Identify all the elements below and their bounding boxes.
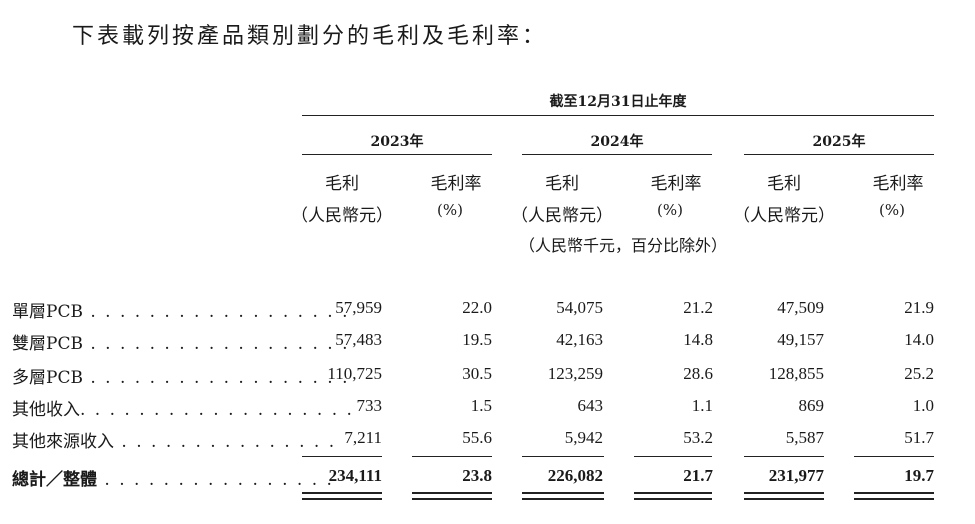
table-row-label: 其他收入. . . . . . . . . . . . . . . . . . … [12, 400, 354, 420]
cell-margin-2023: 55.6 [462, 428, 492, 447]
table-row-label: 其他來源收入 . . . . . . . . . . . . . . . [12, 432, 337, 452]
col-gross-profit-2025: 毛利 [767, 174, 801, 194]
total-gross-profit-2024: 226,082 [547, 466, 603, 485]
total-double-rule-2024-m [634, 492, 712, 500]
cell-gross-profit-2024: 5,942 [564, 428, 603, 447]
year-header-2025: 2025年 [812, 134, 866, 150]
year-rule-2025 [744, 154, 934, 155]
year-header-2023: 2023年 [370, 134, 424, 150]
total-gross-profit-2023: 234,111 [328, 466, 382, 485]
col-margin-unit-2025: (%) [879, 201, 905, 219]
col-margin-2024: 毛利率 [650, 174, 702, 194]
cell-margin-2024: 53.2 [683, 428, 713, 447]
year-rule-2023 [302, 154, 492, 155]
col-margin-2023: 毛利率 [430, 174, 482, 194]
cell-gross-profit-2024: 643 [577, 396, 604, 415]
total-margin-2024: 21.7 [683, 466, 713, 485]
col-margin-unit-2023: (%) [437, 201, 463, 219]
col-margin-2025: 毛利率 [872, 174, 924, 194]
cell-gross-profit-2024: 42,163 [556, 330, 603, 349]
col-unit-2025: （人民幣元） [733, 206, 835, 226]
cell-gross-profit-2025: 49,157 [777, 330, 824, 349]
cell-gross-profit-2023: 733 [356, 396, 383, 415]
year-rule-2024 [522, 154, 712, 155]
total-double-rule-2023-gp [302, 492, 382, 500]
cell-margin-2023: 30.5 [462, 364, 492, 383]
col-unit-2024: （人民幣元） [511, 206, 613, 226]
unit-note: （人民幣千元，百分比除外） [519, 236, 728, 255]
total-double-rule-2024-gp [522, 492, 604, 500]
subtotal-rule-2024-gp [522, 456, 604, 457]
cell-margin-2024: 1.1 [691, 396, 713, 415]
col-gross-profit-2023: 毛利 [325, 174, 359, 194]
cell-margin-2023: 22.0 [462, 298, 492, 317]
cell-margin-2025: 25.2 [904, 364, 934, 383]
cell-margin-2023: 1.5 [470, 396, 492, 415]
cell-margin-2025: 1.0 [912, 396, 934, 415]
subtotal-rule-2025-m [854, 456, 934, 457]
total-margin-2025: 19.7 [904, 466, 934, 485]
total-double-rule-2025-m [854, 492, 934, 500]
cell-margin-2025: 51.7 [904, 428, 934, 447]
total-double-rule-2025-gp [744, 492, 824, 500]
subtotal-rule-2023-gp [302, 456, 382, 457]
cell-gross-profit-2023: 7,211 [344, 428, 382, 447]
year-header-2024: 2024年 [590, 134, 644, 150]
col-gross-profit-2024: 毛利 [545, 174, 579, 194]
period-header: 截至12月31日止年度 [549, 94, 687, 110]
total-double-rule-2023-m [412, 492, 492, 500]
table-row-label: 多層PCB . . . . . . . . . . . . . . . . . … [12, 368, 350, 388]
cell-margin-2023: 19.5 [462, 330, 492, 349]
cell-gross-profit-2025: 869 [798, 396, 825, 415]
cell-margin-2024: 14.8 [683, 330, 713, 349]
cell-gross-profit-2024: 123,259 [547, 364, 603, 383]
period-rule [302, 115, 934, 116]
cell-gross-profit-2025: 47,509 [777, 298, 824, 317]
cell-margin-2024: 28.6 [683, 364, 713, 383]
table-row-label: 雙層PCB . . . . . . . . . . . . . . . . . … [12, 334, 350, 354]
cell-gross-profit-2023: 57,959 [335, 298, 382, 317]
cell-margin-2025: 14.0 [904, 330, 934, 349]
total-margin-2023: 23.8 [462, 466, 492, 485]
cell-gross-profit-2025: 5,587 [785, 428, 824, 447]
cell-margin-2024: 21.2 [683, 298, 713, 317]
subtotal-rule-2024-m [634, 456, 712, 457]
col-unit-2023: （人民幣元） [291, 206, 393, 226]
cell-gross-profit-2025: 128,855 [768, 364, 824, 383]
cell-gross-profit-2024: 54,075 [556, 298, 603, 317]
subtotal-rule-2023-m [412, 456, 492, 457]
cell-gross-profit-2023: 57,483 [335, 330, 382, 349]
total-row-label: 總計／整體 . . . . . . . . . . . . . . . . [12, 470, 334, 490]
intro-text: 下表載列按產品類別劃分的毛利及毛利率： [72, 24, 548, 49]
subtotal-rule-2025-gp [744, 456, 824, 457]
col-margin-unit-2024: (%) [657, 201, 683, 219]
cell-gross-profit-2023: 110,725 [327, 364, 382, 383]
table-row-label: 單層PCB . . . . . . . . . . . . . . . . . … [12, 302, 350, 322]
total-gross-profit-2025: 231,977 [768, 466, 824, 485]
cell-margin-2025: 21.9 [904, 298, 934, 317]
